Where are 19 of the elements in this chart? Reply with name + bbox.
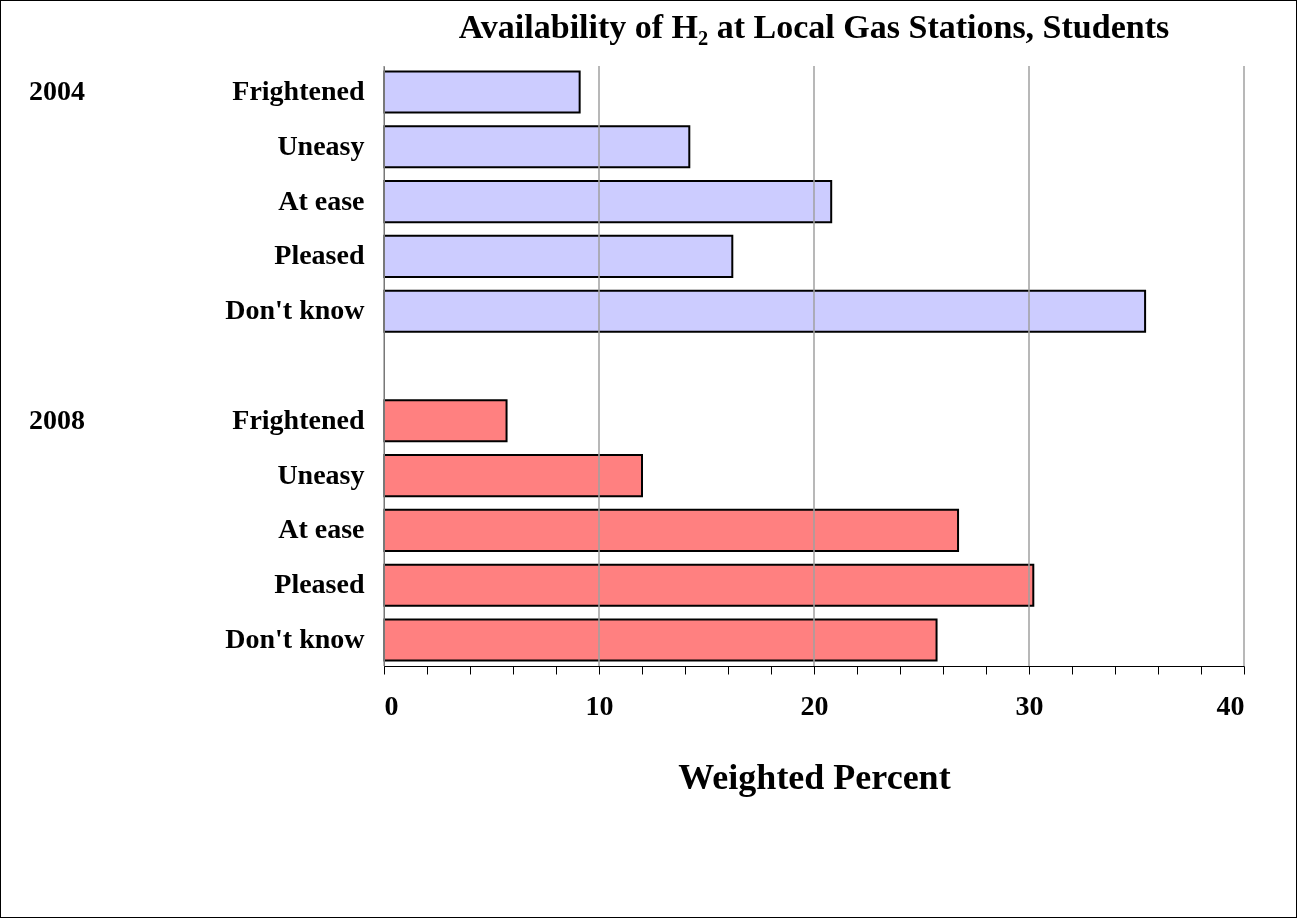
y-tick-label: At ease — [278, 184, 365, 216]
y-tick-label: Uneasy — [277, 129, 365, 161]
y-tick-label: Frightened — [232, 75, 365, 107]
x-axis-title: Weighted Percent — [678, 756, 951, 797]
y-tick-label: Uneasy — [277, 458, 365, 490]
chart-title: Availability of H₂ at Local Gas Stations, Students — [458, 8, 1170, 46]
x-tick-label: 20 — [800, 689, 829, 721]
x-tick-label: 10 — [585, 689, 614, 721]
y-tick-label: Frightened — [232, 403, 365, 435]
x-tick-label: 0 — [384, 689, 399, 721]
x-tick-label: 40 — [1216, 689, 1245, 721]
text: 2004 — [29, 75, 85, 107]
y-tick-label: Don't know — [225, 622, 366, 654]
text: 2008 — [29, 403, 85, 435]
y-tick-label: Don't know — [225, 294, 366, 326]
y-tick-label: Pleased — [274, 568, 365, 600]
y-tick-label: At ease — [278, 513, 365, 545]
x-tick-label: 30 — [1015, 689, 1044, 721]
y-tick-label: Pleased — [274, 239, 365, 271]
